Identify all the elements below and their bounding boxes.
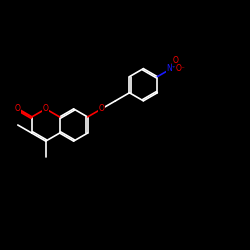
Text: N⁺: N⁺ — [166, 64, 176, 73]
Text: O: O — [43, 104, 49, 114]
Text: O: O — [98, 104, 104, 114]
Text: O⁻: O⁻ — [175, 64, 185, 73]
Text: O: O — [15, 104, 21, 114]
Text: O: O — [173, 56, 179, 66]
